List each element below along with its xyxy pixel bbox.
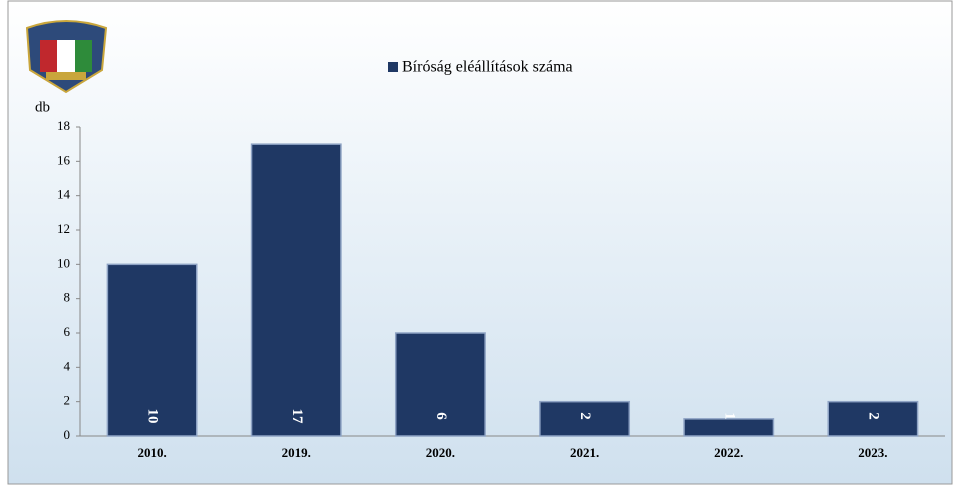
legend-swatch — [388, 62, 398, 72]
bar — [539, 400, 631, 437]
x-tick-label: 2023. — [858, 445, 887, 460]
y-tick-label: 6 — [64, 324, 71, 339]
x-tick-label: 2022. — [714, 445, 743, 460]
data-label: 1 — [721, 412, 737, 420]
data-label: 17 — [289, 409, 305, 425]
y-tick-label: 10 — [57, 255, 70, 270]
police-logo — [25, 20, 108, 94]
y-axis-label: db — [35, 99, 50, 115]
bar — [683, 418, 775, 437]
data-label: 10 — [145, 409, 161, 424]
x-tick-label: 2019. — [282, 445, 311, 460]
y-tick-label: 8 — [64, 290, 71, 305]
y-tick-label: 4 — [64, 358, 71, 373]
y-tick-label: 16 — [57, 152, 71, 167]
data-label: 2 — [865, 412, 881, 420]
bar — [394, 332, 486, 437]
y-tick-label: 12 — [57, 221, 70, 236]
data-label: 2 — [577, 412, 593, 420]
y-tick-label: 14 — [57, 187, 71, 202]
x-tick-label: 2021. — [570, 445, 599, 460]
y-tick-label: 18 — [57, 118, 70, 133]
x-tick-label: 2020. — [426, 445, 455, 460]
y-tick-label: 0 — [64, 427, 71, 442]
x-tick-label: 2010. — [137, 445, 166, 460]
bar — [250, 143, 342, 437]
data-label: 6 — [433, 412, 449, 420]
y-tick-label: 2 — [64, 393, 71, 408]
legend-label: Bíróság eléállítások száma — [402, 59, 573, 76]
bar — [106, 263, 198, 437]
bar — [827, 400, 919, 437]
